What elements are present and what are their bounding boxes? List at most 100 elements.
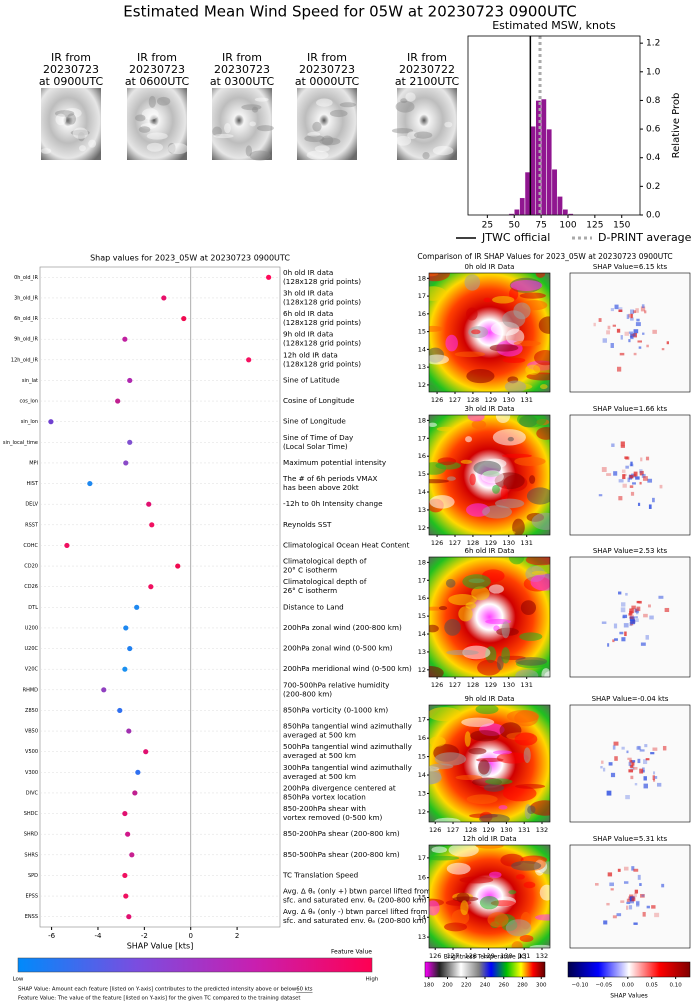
shap-pixel <box>614 304 619 310</box>
shap-pixel <box>636 600 640 604</box>
shap-title: SHAP Value=6.15 kts <box>593 263 668 271</box>
shap-pixel <box>630 335 634 340</box>
y-tick-label: 17 <box>418 716 426 724</box>
x-tick-label: 131 <box>520 396 532 404</box>
ir-title: 6h old IR Data <box>465 547 515 555</box>
ir-texture <box>495 415 511 424</box>
ir-texture <box>492 296 515 304</box>
ir-texture <box>429 736 446 747</box>
y-tick-label: 1.2 <box>646 39 660 49</box>
y-tick-label: 0.2 <box>646 182 660 192</box>
feature-description: 850hPa tangential wind azimuthally <box>283 722 413 731</box>
shap-pixel <box>633 893 637 898</box>
x-tick-label: 129 <box>482 826 494 834</box>
ir-texture <box>466 368 495 384</box>
note-emphasis: 60 kts <box>296 987 313 993</box>
ir-image <box>429 415 550 535</box>
cloud-texture <box>77 131 85 142</box>
x-tick-label: 130 <box>503 396 515 404</box>
shap-pixel <box>652 747 658 751</box>
cloud-texture <box>306 150 329 160</box>
x-tick-label: 127 <box>449 539 461 547</box>
ir-texture <box>538 316 550 334</box>
shap-pixel <box>648 604 651 608</box>
ir-texture <box>462 574 491 589</box>
ir-texture <box>461 717 495 727</box>
shap-pixel <box>626 905 629 910</box>
shap-pixel <box>629 332 632 338</box>
cloud-texture <box>413 131 433 139</box>
colorbar-tick-label: 200 <box>442 983 453 989</box>
point <box>266 274 272 280</box>
thumbnail-label: IR from <box>222 51 262 64</box>
shap-pixel <box>614 638 618 641</box>
point <box>246 357 252 363</box>
x-tick-label: 132 <box>536 826 548 834</box>
shap-pixel <box>620 607 626 613</box>
shap-pixel <box>629 475 633 479</box>
shap-pixel <box>641 304 645 308</box>
point <box>127 439 133 445</box>
x-tick-label: 126 <box>429 826 441 834</box>
cloud-texture <box>395 135 412 146</box>
ir-texture <box>506 710 540 723</box>
shap-pixel <box>616 328 621 333</box>
point <box>64 542 70 549</box>
point <box>125 831 131 837</box>
ir-texture <box>468 747 487 755</box>
x-tick-label: 126 <box>431 396 443 404</box>
y-tick-label: 15 <box>418 893 426 901</box>
shap-pixel <box>630 491 635 496</box>
colorbar-tick-label: 260 <box>499 983 510 989</box>
shap-pixel <box>626 314 630 319</box>
cloud-texture <box>314 145 330 153</box>
shap-pixel <box>622 614 628 619</box>
shap-pixel <box>642 332 645 335</box>
ir-image <box>429 557 550 677</box>
feature-description: Climatological depth of <box>283 557 367 566</box>
note: Feature Value: The value of the feature … <box>18 996 301 1002</box>
feature-description: 850hPa vorticity (0-1000 km) <box>283 705 388 714</box>
cloud-texture <box>391 127 414 134</box>
ir-texture <box>464 274 481 291</box>
cloud-texture <box>339 102 357 108</box>
shap-pixel <box>630 760 636 763</box>
ir-texture <box>511 860 542 871</box>
shap-pixel <box>652 775 655 780</box>
shap-pixel <box>666 341 669 345</box>
shap-pixel <box>625 465 629 469</box>
thumbnail-label: at 0300UTC <box>210 75 275 88</box>
thumbnail-label: at 0900UTC <box>39 75 104 88</box>
shap-pixel <box>602 767 606 772</box>
shap-pixel <box>635 322 641 327</box>
shap-pixel <box>639 470 644 476</box>
shap-pixel <box>648 504 652 509</box>
ir-image <box>429 705 550 822</box>
y-tick-label: 12 <box>418 666 426 674</box>
shap-pixel <box>643 783 649 789</box>
shap-pixel <box>650 752 655 755</box>
shap-pixel <box>625 456 630 460</box>
shap-pixel <box>654 776 658 779</box>
bar <box>524 171 531 216</box>
x-tick-label: 128 <box>467 681 479 689</box>
feature-description: 200hPa meridional wind (0-500 km) <box>283 664 412 673</box>
cloud-texture <box>249 150 271 161</box>
y-tick-label: 17 <box>418 292 426 300</box>
shap-pixel <box>647 478 653 483</box>
y-tick-label: 0h_old_IR <box>14 275 38 281</box>
x-tick-label: 127 <box>447 826 459 834</box>
cloud-texture <box>212 126 222 137</box>
shap-pixel <box>632 333 636 337</box>
point <box>129 852 135 858</box>
feature-description: sfc. and saturated env. θₑ (200-800 km) <box>283 896 427 905</box>
ir-texture <box>519 935 534 943</box>
shap-pixel <box>636 902 640 908</box>
y-tick-label: sin_lon <box>21 419 38 425</box>
ir-texture <box>523 747 531 764</box>
ir-texture <box>467 415 485 422</box>
y-tick-label: RHMD <box>23 687 39 693</box>
legend-label: D-PRINT average <box>598 231 692 244</box>
cloud-texture <box>257 125 274 132</box>
y-tick-label: 13 <box>418 506 426 514</box>
